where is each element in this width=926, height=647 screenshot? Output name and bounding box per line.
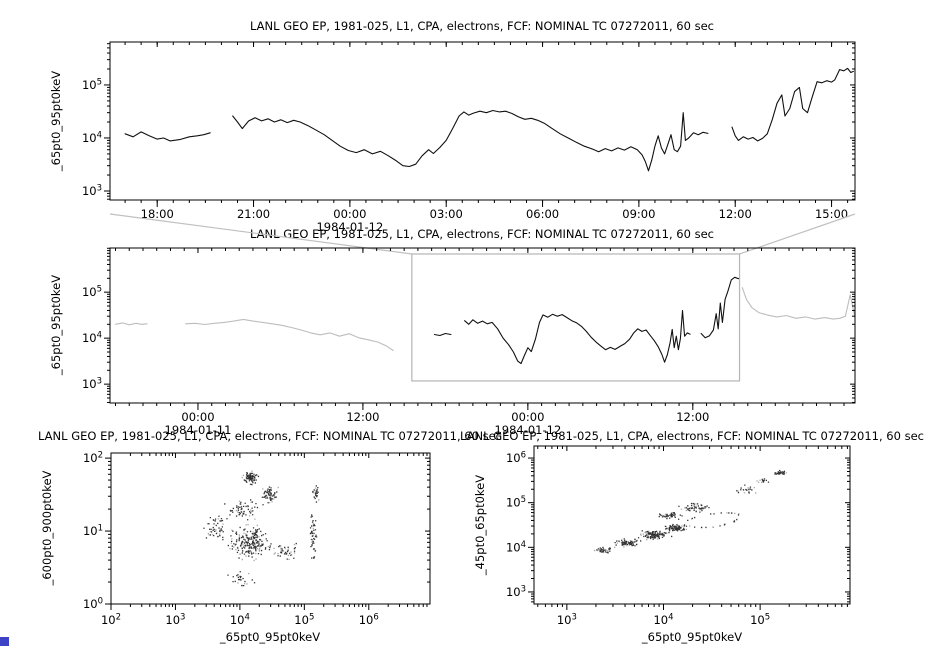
x-tick-label: 103: [557, 613, 577, 628]
panel-scatter-right-title: LANL GEO EP, 1981-025, L1, CPA, electron…: [460, 429, 924, 443]
x-tick-label: 104: [230, 613, 250, 628]
x-tick-label: 102: [101, 613, 121, 628]
x-tick-label: 00:00: [181, 410, 214, 424]
panel-scatter-right-xlabel: _65pt0_95pt0keV: [641, 630, 743, 644]
y-tick-label: 105: [506, 495, 526, 510]
y-tick-label: 100: [83, 597, 103, 612]
x-tick-label: 15:00: [815, 207, 848, 221]
context-connector-line: [109, 213, 412, 255]
x-tick-label: 21:00: [237, 207, 270, 221]
plot-frame: [533, 445, 851, 605]
panel-context-title: LANL GEO EP, 1981-025, L1, CPA, electron…: [250, 227, 714, 241]
data-series-path: [700, 276, 741, 339]
y-tick-label: 102: [83, 451, 103, 466]
x-tick-label: 06:00: [526, 207, 559, 221]
y-tick-label: 103: [82, 377, 102, 392]
x-tick-label: 12:00: [676, 410, 709, 424]
busy-indicator: [0, 637, 9, 646]
context-series-path: [741, 287, 856, 320]
scatter-points: [203, 472, 319, 587]
y-tick-label: 103: [82, 183, 102, 198]
x-tick-label: 106: [359, 613, 379, 628]
x-tick-label: 03:00: [430, 207, 463, 221]
x-tick-label: 12:00: [719, 207, 752, 221]
data-series-path: [232, 109, 709, 172]
data-series-path: [464, 309, 691, 365]
data-series-path: [433, 332, 452, 337]
y-tick-label: 104: [82, 331, 102, 346]
y-tick-label: 105: [82, 285, 102, 300]
x-tick-date-label: 1984-01-12: [316, 220, 383, 234]
y-tick-label: 103: [506, 584, 526, 599]
y-tick-label: 105: [82, 77, 102, 92]
x-tick-label: 09:00: [622, 207, 655, 221]
y-tick-label: 101: [83, 524, 103, 539]
x-tick-label: 18:00: [141, 207, 174, 221]
x-tick-label: 00:00: [333, 207, 366, 221]
scatter-points: [596, 469, 786, 554]
context-connector-line: [739, 213, 856, 255]
plot-frame: [109, 41, 856, 201]
x-tick-label: 105: [294, 613, 314, 628]
x-tick-date-label: 1984-01-12: [494, 423, 561, 437]
context-series-path: [114, 322, 148, 326]
panel-scatter-left-title: LANL GEO EP, 1981-025, L1, CPA, electron…: [38, 429, 502, 443]
panel-top-title: LANL GEO EP, 1981-025, L1, CPA, electron…: [250, 19, 714, 33]
y-tick-label: 106: [506, 451, 526, 466]
y-tick-label: 104: [506, 540, 526, 555]
y-tick-label: 104: [82, 130, 102, 145]
x-tick-label: 104: [653, 613, 673, 628]
scatter-points: [593, 470, 787, 553]
scatter-points: [207, 470, 320, 585]
plot-frame: [109, 247, 856, 404]
x-tick-label: 00:00: [511, 410, 544, 424]
x-tick-date-label: 1984-01-11: [165, 423, 232, 437]
plot-frame: [110, 452, 431, 605]
x-tick-label: 103: [165, 613, 185, 628]
panel-scatter-left-xlabel: _65pt0_95pt0keV: [219, 630, 321, 644]
data-series-path: [731, 67, 854, 142]
x-tick-label: 105: [750, 613, 770, 628]
context-series-path: [185, 318, 394, 352]
data-series-path: [124, 131, 211, 142]
zoom-box[interactable]: [411, 253, 741, 382]
x-tick-label: 12:00: [346, 410, 379, 424]
